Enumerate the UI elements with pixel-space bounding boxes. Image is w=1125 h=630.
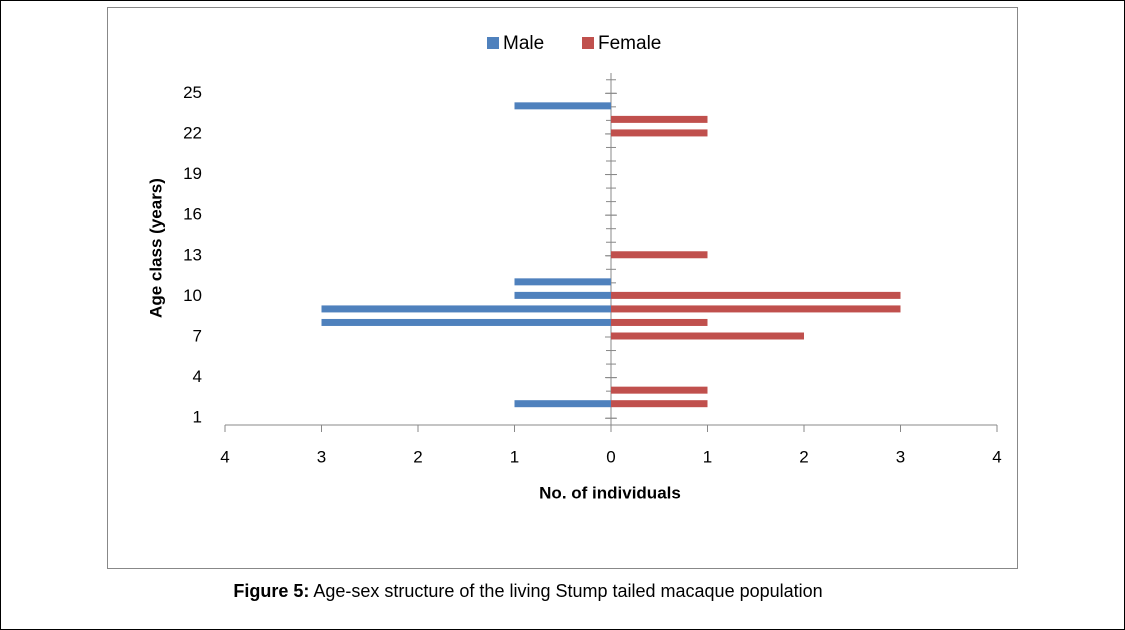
bar [611, 386, 708, 394]
legend-label: Female [598, 33, 661, 54]
x-tick-label: 0 [606, 447, 615, 466]
bar [611, 129, 708, 137]
x-tick-label: 4 [992, 447, 1001, 466]
x-tick-label: 2 [799, 447, 808, 466]
y-tick-label: 22 [183, 123, 202, 142]
bar [514, 102, 611, 110]
y-tick-label: 16 [183, 205, 202, 224]
caption-label: Figure 5: [233, 581, 309, 601]
bar [514, 291, 611, 299]
x-tick-label: 3 [317, 447, 326, 466]
legend-label: Male [503, 33, 544, 54]
y-axis-title: Age class (years) [146, 178, 165, 318]
bar [514, 278, 611, 286]
y-tick-label: 10 [183, 286, 202, 305]
x-tick-label: 1 [703, 447, 712, 466]
y-tick-label: 7 [193, 326, 202, 345]
y-tick-label: 19 [183, 164, 202, 183]
caption-text: Age-sex structure of the living Stump ta… [313, 581, 822, 601]
caption: Figure 5: Age-sex structure of the livin… [233, 581, 822, 601]
bar [611, 332, 804, 340]
bar [321, 318, 611, 326]
x-tick-label: 3 [896, 447, 905, 466]
chart-frame [107, 7, 1018, 569]
legend-swatch [582, 37, 594, 49]
bar [321, 305, 611, 313]
bar [514, 400, 611, 408]
y-tick-label: 4 [193, 367, 202, 386]
legend-swatch [487, 37, 499, 49]
y-tick-label: 25 [183, 83, 202, 102]
y-tick-label: 1 [193, 408, 202, 427]
x-tick-label: 4 [220, 447, 229, 466]
bar [611, 115, 708, 123]
bar [611, 318, 708, 326]
x-tick-label: 1 [510, 447, 519, 466]
y-tick-label: 13 [183, 245, 202, 264]
bar [611, 291, 901, 299]
bar [611, 251, 708, 259]
x-axis-title: No. of individuals [539, 483, 681, 502]
bar [611, 400, 708, 408]
x-tick-label: 2 [413, 447, 422, 466]
bar [611, 305, 901, 313]
